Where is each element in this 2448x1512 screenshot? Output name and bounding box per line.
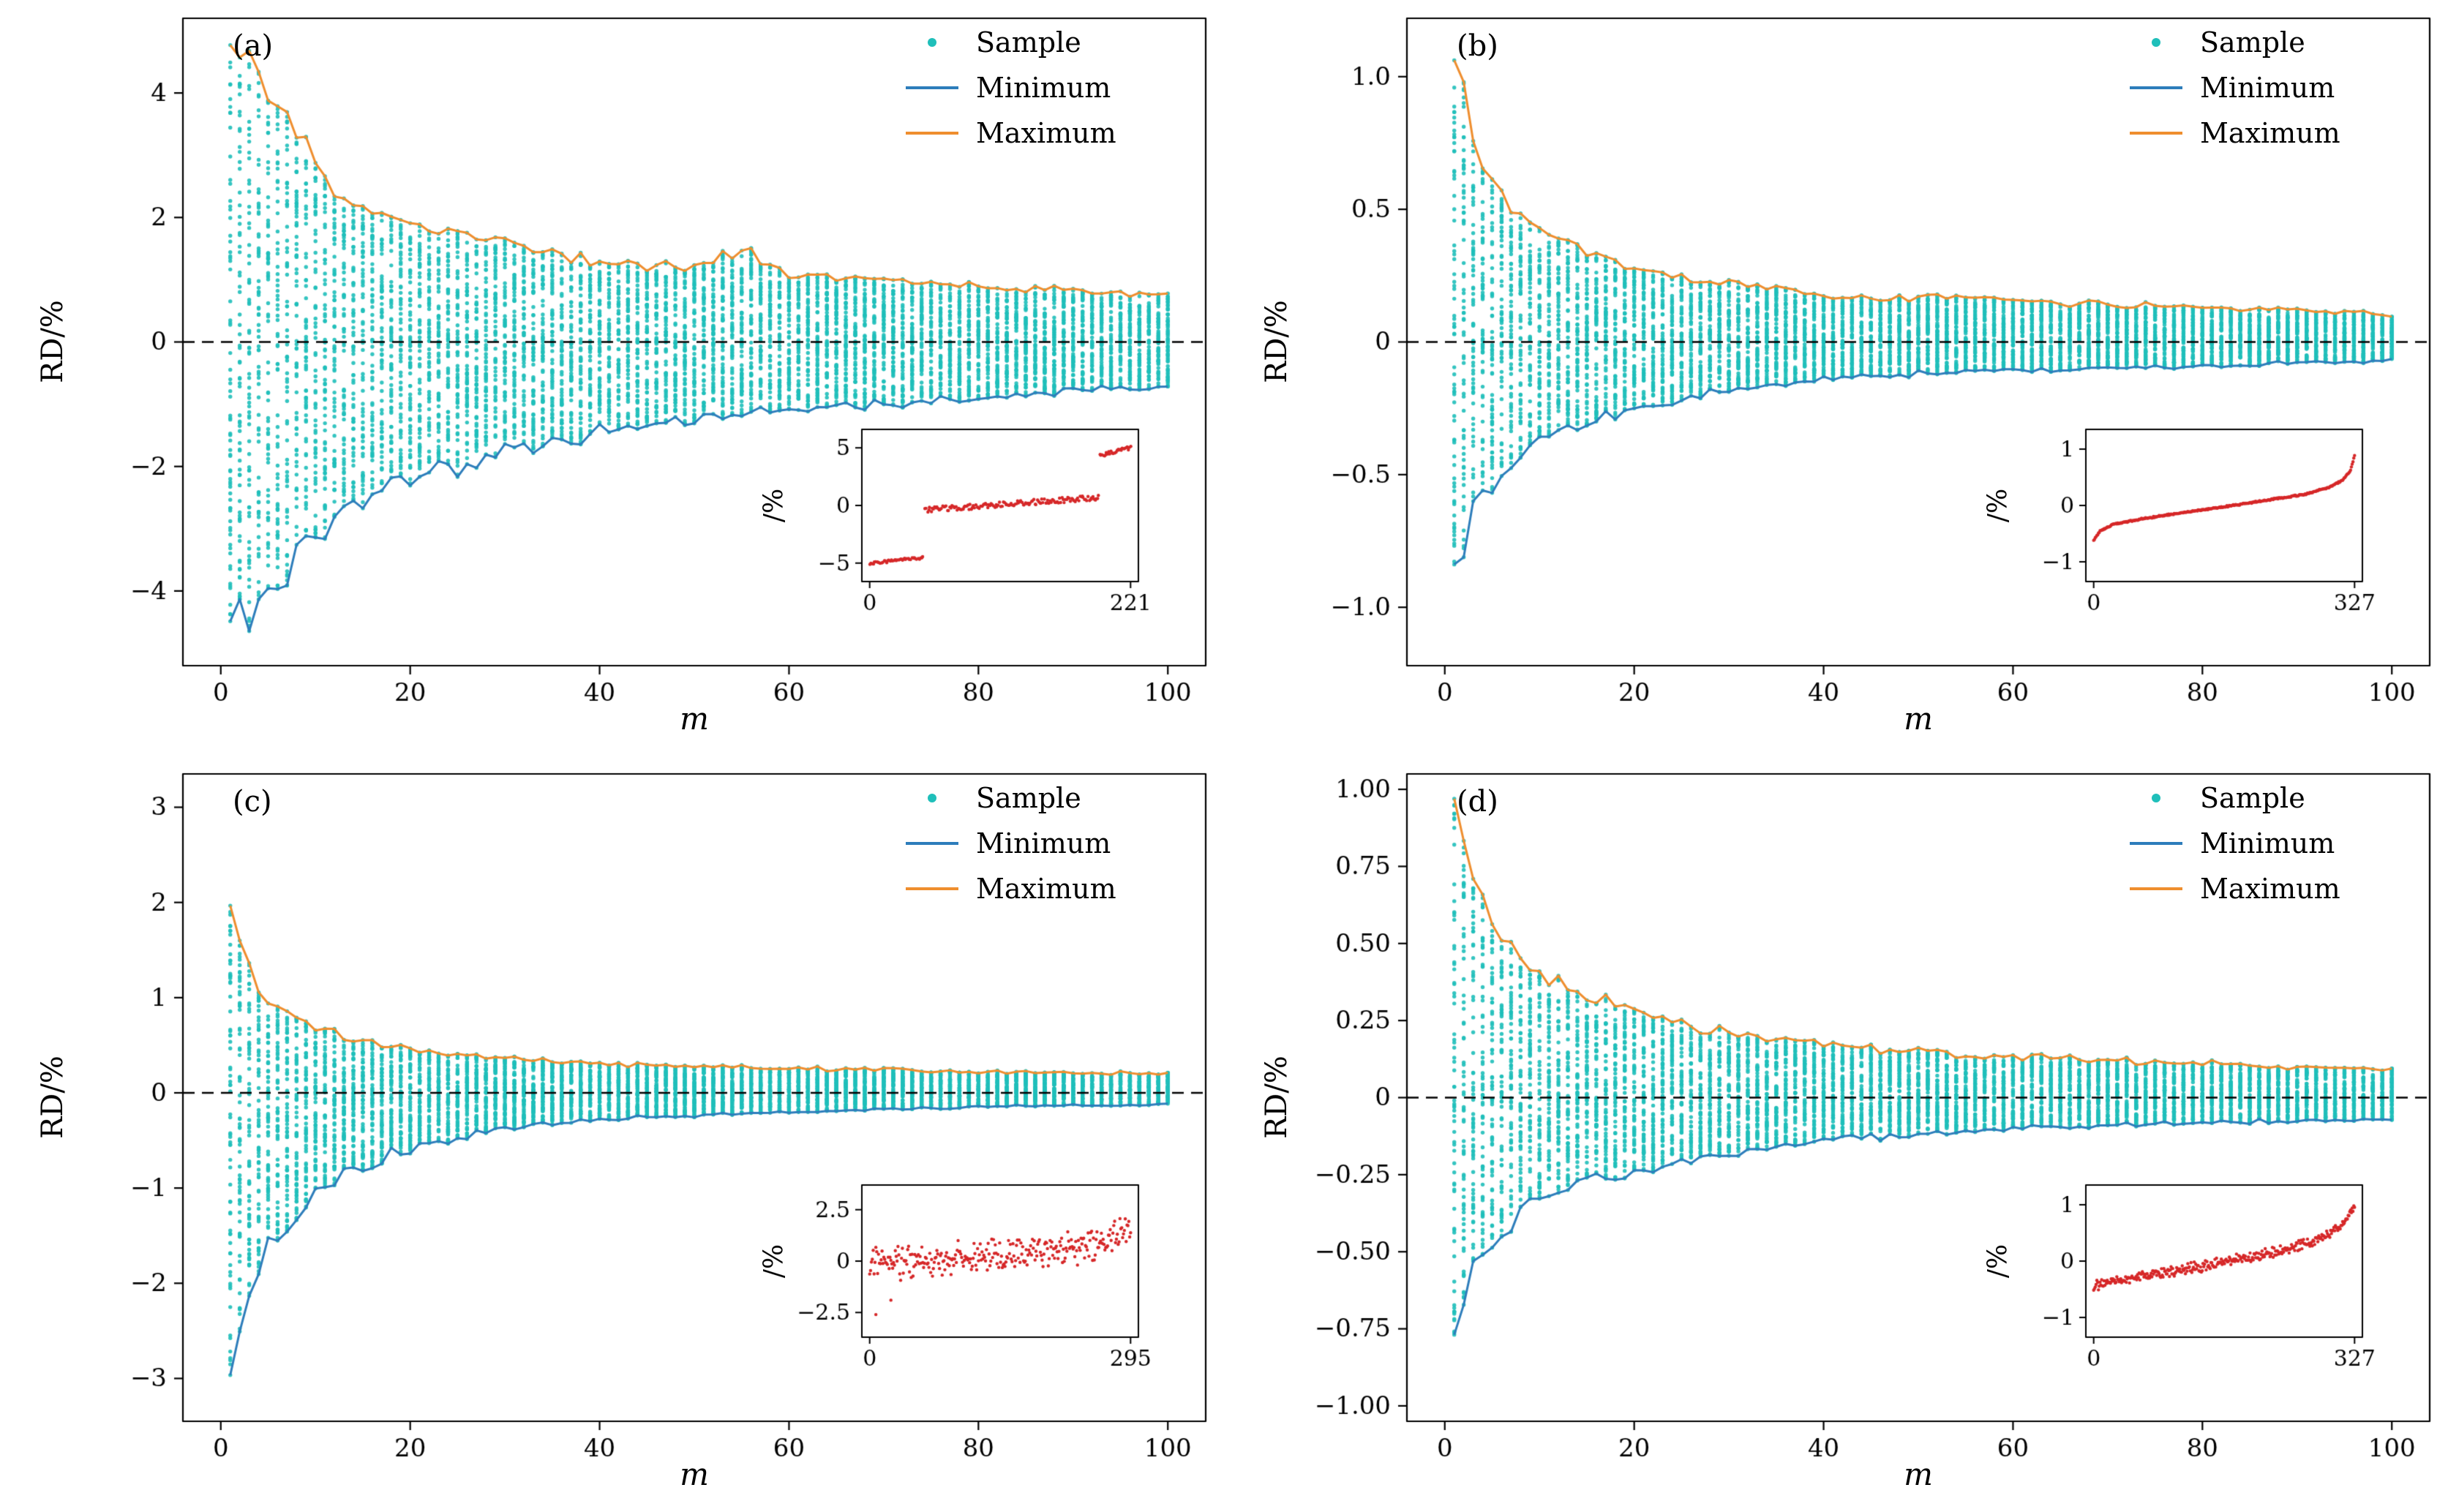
panel-b: (b) RD/% m Sample Minimum Maximum /% [1224, 0, 2448, 756]
plot-canvas-a [0, 0, 1224, 756]
y-axis-title: RD/% [36, 1056, 70, 1139]
panel-label: (c) [233, 785, 272, 819]
panel-c: (c) RD/% m Sample Minimum Maximum /% [0, 756, 1224, 1511]
panel-d: (d) RD/% m Sample Minimum Maximum /% [1224, 756, 2448, 1511]
maximum-line-icon [2130, 132, 2182, 135]
legend-item-minimum: Minimum [906, 70, 1116, 105]
maximum-line-icon [2130, 887, 2182, 890]
legend-item-maximum: Maximum [2130, 871, 2340, 906]
legend: Sample Minimum Maximum [2130, 781, 2340, 906]
x-axis-title: m [1904, 701, 1933, 737]
legend: Sample Minimum Maximum [906, 25, 1116, 151]
y-axis-title: RD/% [1260, 1056, 1294, 1139]
legend-item-maximum: Maximum [906, 871, 1116, 906]
legend-item-minimum: Minimum [2130, 70, 2340, 105]
plot-canvas-d [1224, 756, 2448, 1511]
sample-dot-icon [906, 37, 958, 48]
sample-dot-icon [906, 793, 958, 803]
legend-item-sample: Sample [2130, 25, 2340, 60]
legend-label-minimum: Minimum [2200, 827, 2335, 860]
legend: Sample Minimum Maximum [906, 781, 1116, 906]
sample-dot-icon [2130, 793, 2182, 803]
y-axis-title: RD/% [1260, 300, 1294, 383]
x-axis-title: m [680, 1456, 709, 1492]
legend-label-sample: Sample [976, 26, 1081, 59]
legend-item-sample: Sample [906, 25, 1116, 60]
minimum-line-icon [906, 842, 958, 845]
inset-y-axis-title: /% [1983, 488, 2013, 523]
minimum-line-icon [2130, 842, 2182, 845]
panel-label: (d) [1457, 785, 1498, 819]
plot-canvas-c [0, 756, 1224, 1511]
maximum-line-icon [906, 887, 958, 890]
legend-item-minimum: Minimum [906, 826, 1116, 861]
x-axis-title: m [680, 701, 709, 737]
legend-item-sample: Sample [2130, 781, 2340, 816]
legend-label-maximum: Maximum [2200, 117, 2340, 149]
legend-item-sample: Sample [906, 781, 1116, 816]
panel-label: (a) [233, 29, 274, 63]
legend-label-maximum: Maximum [976, 117, 1116, 149]
legend-label-minimum: Minimum [976, 827, 1111, 860]
legend-item-maximum: Maximum [2130, 116, 2340, 151]
legend-label-minimum: Minimum [2200, 72, 2335, 104]
inset-y-axis-title: /% [759, 488, 789, 523]
sample-dot-icon [2130, 37, 2182, 48]
inset-y-axis-title: /% [1983, 1244, 2013, 1279]
panel-label: (b) [1457, 29, 1498, 63]
legend-label-sample: Sample [2200, 782, 2305, 814]
legend-item-maximum: Maximum [906, 116, 1116, 151]
legend: Sample Minimum Maximum [2130, 25, 2340, 151]
y-axis-title: RD/% [36, 300, 70, 383]
inset-y-axis-title: /% [759, 1244, 789, 1279]
maximum-line-icon [906, 132, 958, 135]
legend-label-minimum: Minimum [976, 72, 1111, 104]
legend-label-maximum: Maximum [976, 873, 1116, 905]
plot-canvas-b [1224, 0, 2448, 756]
minimum-line-icon [2130, 86, 2182, 89]
legend-label-sample: Sample [976, 782, 1081, 814]
legend-label-sample: Sample [2200, 26, 2305, 59]
legend-item-minimum: Minimum [2130, 826, 2340, 861]
panel-a: (a) RD/% m Sample Minimum Maximum /% [0, 0, 1224, 756]
minimum-line-icon [906, 86, 958, 89]
x-axis-title: m [1904, 1456, 1933, 1492]
legend-label-maximum: Maximum [2200, 873, 2340, 905]
